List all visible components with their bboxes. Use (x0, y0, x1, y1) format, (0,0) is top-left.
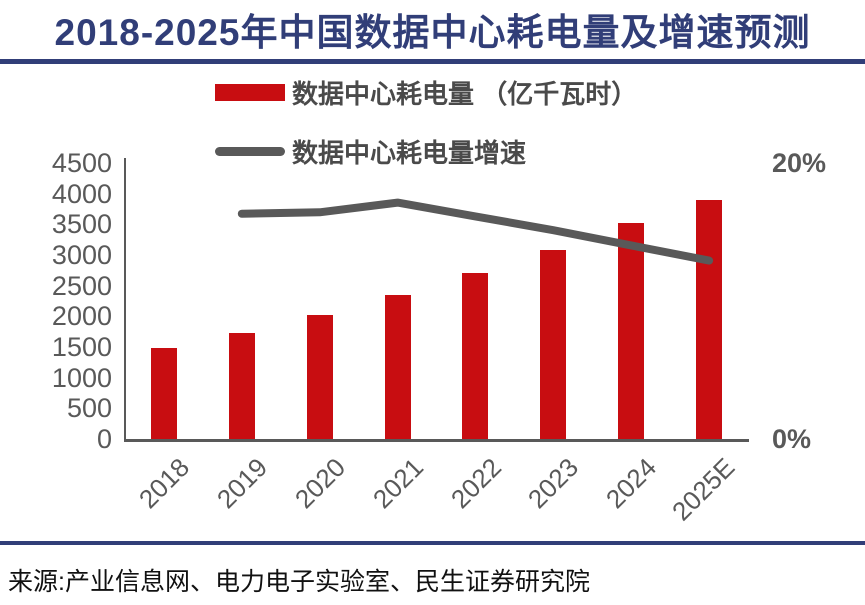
bar-2019 (228, 332, 255, 441)
y-tick-label: 2000 (51, 301, 112, 332)
x-tick-label-2024: 2024 (600, 452, 663, 515)
right-tick-label: 20% (772, 148, 827, 178)
x-tick-label-2023: 2023 (522, 452, 585, 515)
bar-2025E (696, 199, 723, 441)
y-tick-label: 4500 (51, 148, 112, 178)
bottom-divider (0, 541, 865, 545)
x-tick-label-2025E: 2025E (665, 452, 741, 527)
bar-2022 (462, 272, 489, 441)
legend-item-consumption: 数据中心耗电量 （亿千瓦时） (215, 74, 637, 111)
x-axis-line (124, 439, 749, 442)
bar-2020 (306, 315, 333, 441)
line-series-swatch (215, 147, 285, 156)
legend-item-growth: 数据中心耗电量增速 (215, 133, 526, 170)
page-title: 2018-2025年中国数据中心耗电量及增速预测 (54, 12, 811, 53)
y-tick-label: 3500 (51, 209, 112, 240)
x-tick-label-2020: 2020 (288, 452, 351, 515)
y-tick-label: 2500 (51, 270, 112, 301)
bar-2018 (150, 348, 177, 441)
top-divider (0, 59, 865, 64)
y-tick-label: 1000 (51, 362, 112, 393)
y-tick-label: 500 (66, 393, 112, 424)
x-tick-label-2022: 2022 (444, 452, 507, 515)
y-axis-line (124, 158, 126, 441)
y-tick-label: 0 (96, 424, 112, 454)
bar-series-label: 数据中心耗电量 （亿千瓦时） (292, 79, 638, 109)
y-tick-label: 4000 (51, 178, 112, 209)
x-tick-label-2019: 2019 (210, 452, 274, 515)
bar-2024 (618, 222, 645, 441)
y-tick-label: 3000 (51, 240, 112, 270)
bar-series-swatch (215, 84, 285, 101)
bar-2021 (384, 294, 411, 441)
x-tick-label-2021: 2021 (366, 452, 429, 515)
y-tick-label: 1500 (51, 332, 112, 362)
x-tick-label-2018: 2018 (133, 452, 196, 515)
line-series-label: 数据中心耗电量增速 (292, 138, 527, 168)
source-note: 来源:产业信息网、电力电子实验室、民生证券研究院 (8, 568, 590, 596)
bar-2023 (540, 250, 567, 441)
right-tick-label: 0% (772, 424, 812, 454)
